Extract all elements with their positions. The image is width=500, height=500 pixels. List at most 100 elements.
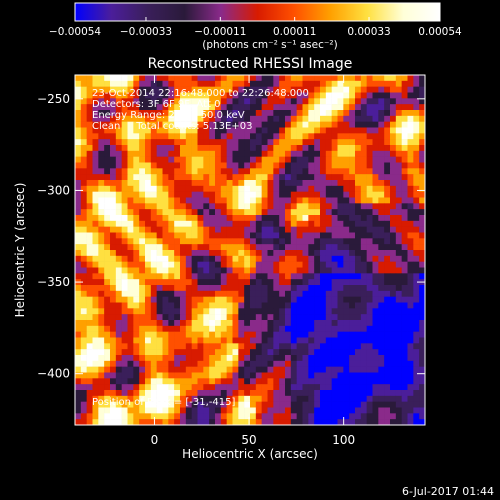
heatmap-cell (320, 372, 327, 379)
heatmap-cell (121, 156, 128, 163)
heatmap-cell (156, 290, 163, 297)
heatmap-cell (419, 407, 425, 414)
heatmap-cell (139, 104, 146, 111)
heatmap-cell (185, 250, 192, 257)
heatmap-cell (150, 401, 157, 408)
heatmap-cell (197, 395, 204, 402)
heatmap-cell (273, 407, 280, 414)
heatmap-cell (197, 98, 204, 105)
heatmap-cell (250, 139, 257, 146)
heatmap-cell (232, 384, 239, 391)
heatmap-cell (145, 331, 152, 338)
heatmap-cell (104, 127, 111, 134)
heatmap-cell (150, 407, 157, 414)
heatmap-cell (325, 360, 332, 367)
heatmap-cell (80, 320, 87, 327)
heatmap-cell (80, 180, 87, 187)
heatmap-cell (215, 209, 222, 216)
heatmap-cell (413, 355, 420, 362)
heatmap-cell (302, 174, 309, 181)
heatmap-cell (296, 413, 303, 420)
heatmap-cell (279, 349, 286, 356)
heatmap-cell (75, 244, 82, 251)
heatmap-cell (337, 174, 344, 181)
heatmap-cell (139, 150, 146, 157)
heatmap-cell (215, 273, 222, 280)
heatmap-cell (203, 273, 210, 280)
heatmap-cell (174, 150, 181, 157)
heatmap-cell (168, 220, 175, 227)
heatmap-cell (92, 174, 99, 181)
heatmap-cell (360, 139, 367, 146)
heatmap-cell (110, 180, 117, 187)
heatmap-cell (261, 215, 268, 222)
heatmap-cell (314, 250, 321, 257)
heatmap-cell (296, 372, 303, 379)
heatmap-cell (180, 320, 187, 327)
heatmap-cell (162, 308, 169, 315)
heatmap-cell (378, 209, 385, 216)
heatmap-cell (156, 145, 163, 152)
heatmap-cell (203, 384, 210, 391)
heatmap-cell (110, 413, 117, 420)
heatmap-cell (226, 337, 233, 344)
heatmap-cell (302, 390, 309, 397)
heatmap-cell (197, 279, 204, 286)
heatmap-cell (360, 378, 367, 385)
heatmap-cell (127, 407, 134, 414)
heatmap-cell (92, 366, 99, 373)
heatmap-cell (407, 191, 414, 198)
heatmap-cell (413, 407, 420, 414)
heatmap-cell (121, 290, 128, 297)
heatmap-cell (331, 331, 338, 338)
chart-title: Reconstructed RHESSI Image (148, 56, 353, 72)
heatmap-cell (168, 232, 175, 239)
heatmap-cell (384, 285, 391, 292)
heatmap-cell (302, 413, 309, 420)
heatmap-cell (156, 98, 163, 105)
heatmap-cell (331, 250, 338, 257)
heatmap-cell (366, 413, 373, 420)
heatmap-cell (244, 121, 251, 128)
heatmap-cell (378, 372, 385, 379)
heatmap-cell (413, 302, 420, 309)
heatmap-cell (314, 343, 321, 350)
heatmap-cell (75, 104, 82, 111)
heatmap-cell (209, 121, 216, 128)
heatmap-cell (390, 215, 397, 222)
heatmap-cell (174, 279, 181, 286)
heatmap-cell (191, 378, 198, 385)
heatmap-cell (372, 290, 379, 297)
heatmap-cell (139, 121, 146, 128)
heatmap-cell (250, 337, 257, 344)
heatmap-cell (98, 419, 105, 425)
heatmap-cell (127, 331, 134, 338)
heatmap-cell (110, 226, 117, 233)
heatmap-cell (331, 413, 338, 420)
heatmap-cell (320, 308, 327, 315)
heatmap-cell (290, 180, 297, 187)
heatmap-cell (75, 92, 82, 99)
heatmap-cell (220, 203, 227, 210)
heatmap-cell (162, 337, 169, 344)
heatmap-cell (86, 261, 93, 268)
heatmap-cell (150, 290, 157, 297)
heatmap-cell (98, 110, 105, 117)
heatmap-cell (261, 232, 268, 239)
heatmap-cell (331, 372, 338, 379)
heatmap-cell (150, 150, 157, 157)
heatmap-cell (325, 133, 332, 140)
heatmap-cell (255, 308, 262, 315)
heatmap-cell (290, 145, 297, 152)
heatmap-cell (220, 384, 227, 391)
heatmap-cell (255, 337, 262, 344)
heatmap-cell (238, 150, 245, 157)
heatmap-cell (104, 98, 111, 105)
heatmap-cell (121, 75, 128, 82)
heatmap-cell (273, 168, 280, 175)
heatmap-cell (401, 226, 408, 233)
heatmap-cell (244, 226, 251, 233)
heatmap-cell (390, 331, 397, 338)
heatmap-cell (355, 390, 362, 397)
heatmap-cell (203, 174, 210, 181)
